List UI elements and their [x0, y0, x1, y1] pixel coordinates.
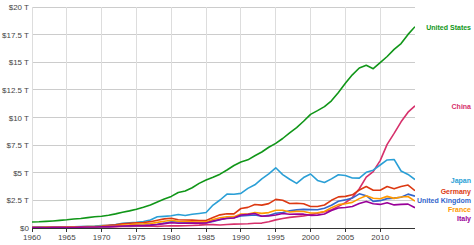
- x-tick-label: 1965: [58, 233, 76, 242]
- series-line: [32, 27, 415, 222]
- series-line: [32, 201, 415, 227]
- legend-label: United States: [426, 24, 471, 31]
- x-tick-label: 1970: [93, 233, 111, 242]
- legend-label: Japan: [451, 177, 471, 185]
- y-grid-line: [32, 89, 415, 90]
- chart: $0 $2.5 T $5 T $7.5 T $10 T $12.5 T $15 T $17.5…: [0, 0, 474, 245]
- y-grid-line: [32, 7, 415, 8]
- x-tick-label: 2010: [371, 233, 389, 242]
- x-grid-line: [171, 7, 172, 228]
- y-tick-label: $20 T: [9, 3, 29, 12]
- legend-label: China: [452, 103, 472, 110]
- x-tick: [206, 228, 207, 232]
- x-grid-line: [206, 7, 207, 228]
- x-grid-line: [240, 7, 241, 228]
- x-grid-line: [380, 7, 381, 228]
- x-tick: [32, 228, 33, 232]
- x-tick-label: 2005: [336, 233, 354, 242]
- series-line: [32, 159, 415, 227]
- legend-label: Italy: [457, 215, 471, 223]
- legend-label: France: [448, 206, 471, 213]
- y-grid-line: [32, 34, 415, 35]
- y-tick-label: $5 T: [13, 169, 29, 178]
- series-line: [102, 185, 415, 226]
- x-tick-label: 1995: [267, 233, 285, 242]
- x-tick: [136, 228, 137, 232]
- x-grid-line: [275, 7, 276, 228]
- x-grid-line: [136, 7, 137, 228]
- x-tick: [345, 228, 346, 232]
- x-tick-label: 1980: [162, 233, 180, 242]
- legend-label: Germany: [441, 188, 471, 196]
- legend-label: United Kingdom: [417, 197, 471, 205]
- x-tick-label: 1960: [23, 233, 41, 242]
- y-tick-label: $0: [20, 224, 29, 233]
- x-tick: [66, 228, 67, 232]
- y-tick-label: $17.5 T: [2, 31, 29, 40]
- x-tick: [101, 228, 102, 232]
- x-tick-label: 1975: [128, 233, 146, 242]
- x-tick: [240, 228, 241, 232]
- x-tick-label: 2000: [302, 233, 320, 242]
- lines: [32, 27, 415, 228]
- x-tick-label: 1990: [232, 233, 250, 242]
- y-grid-line: [32, 145, 415, 146]
- grid: [32, 7, 415, 228]
- y-tick-label: $7.5 T: [6, 141, 29, 150]
- y-grid-line: [32, 62, 415, 63]
- y-tick-label: $12.5 T: [2, 86, 29, 95]
- series-line: [32, 106, 415, 228]
- x-tick: [380, 228, 381, 232]
- y-grid-line: [32, 117, 415, 118]
- x-tick: [310, 228, 311, 232]
- x-grid-line: [310, 7, 311, 228]
- y-tick-label: $10 T: [9, 114, 29, 123]
- y-tick-label: $15 T: [9, 58, 29, 67]
- y-tick-label: $2.5 T: [6, 196, 29, 205]
- x-grid-line: [66, 7, 67, 228]
- x-grid-line: [345, 7, 346, 228]
- x-grid-line: [101, 7, 102, 228]
- x-tick: [171, 228, 172, 232]
- series-line: [32, 194, 415, 227]
- series-line: [32, 196, 415, 228]
- x-tick-label: 1985: [197, 233, 215, 242]
- legend: United States China Japan GermanyUnited Kin…: [417, 24, 471, 223]
- x-tick: [275, 228, 276, 232]
- x-grid-line: [32, 7, 33, 228]
